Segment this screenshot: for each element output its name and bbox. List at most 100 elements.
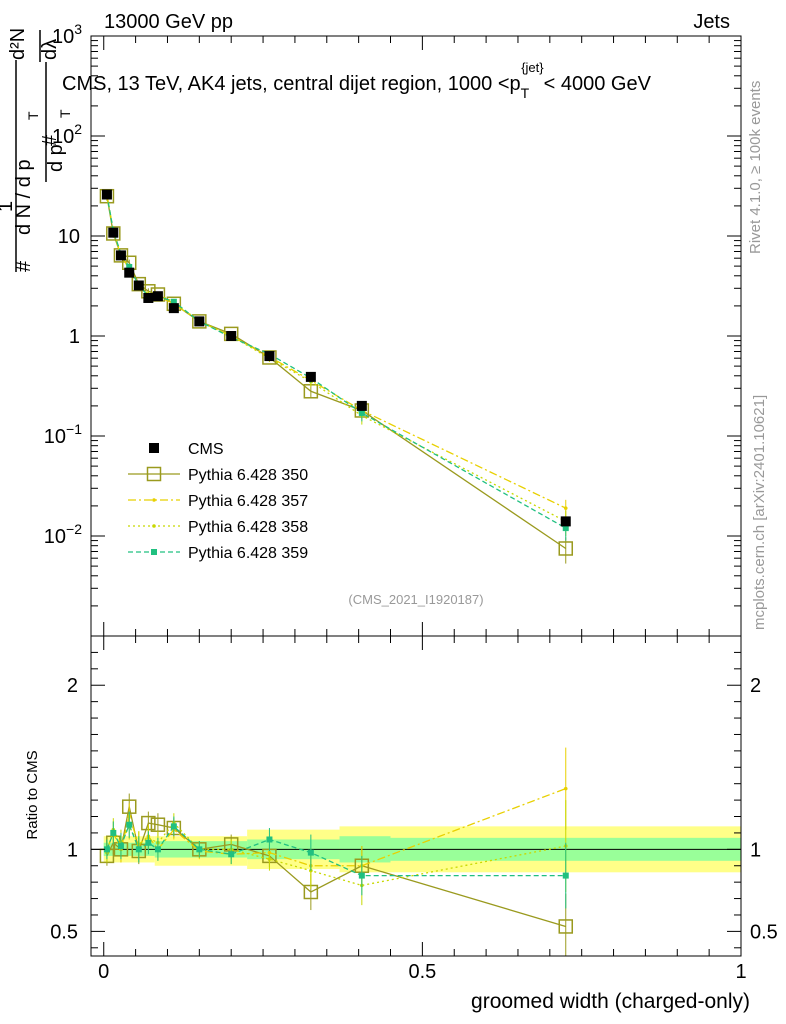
ratio-bands: [91, 826, 741, 873]
data-point: [563, 506, 568, 510]
legend-label: Pythia 6.428 350: [188, 467, 308, 484]
x-tick-label: 0.5: [408, 961, 436, 983]
ratio-point: [145, 839, 152, 846]
ratio-y-tick-label-left: 2: [67, 675, 78, 697]
data-point: [152, 291, 163, 302]
ratio-line: [106, 788, 566, 867]
series-line: [106, 194, 567, 509]
ylabel-dl: dλ: [39, 39, 61, 60]
series-cms: [101, 189, 571, 527]
data-point: [192, 314, 207, 329]
data-point: [126, 263, 133, 270]
main-series-layer: [99, 188, 574, 564]
legend-label: Pythia 6.428 358: [188, 519, 308, 536]
data-point: [170, 298, 177, 305]
legend-marker: [151, 549, 157, 555]
main-title: CMS, 13 TeV, AK4 jets, central dijet reg…: [62, 60, 652, 101]
main-tick-labels: 10−2 10−1 1 10 102 103: [44, 21, 82, 548]
data-point: [226, 331, 237, 341]
data-point: [108, 227, 119, 238]
legend-item: Pythia 6.428 358: [128, 519, 308, 536]
ratio-point: [170, 823, 177, 830]
ylabel-T1: T: [25, 111, 41, 120]
data-point: [305, 371, 316, 382]
data-point: [115, 250, 126, 261]
rivet-version-label: Rivet 4.1.0, ≥ 100k events: [747, 81, 764, 254]
legend: CMS Pythia 6.428 350 Pythia 6.428 357 Pythi…: [128, 441, 308, 562]
y-tick-label: 102: [52, 121, 82, 148]
header-left: 13000 GeV pp: [104, 11, 233, 33]
ratio-axes: [90, 635, 742, 957]
data-point: [558, 541, 574, 556]
ratio-frame-box: [90, 635, 742, 957]
y-tick-label: 10: [58, 226, 80, 248]
ratio-series-pythia-6-428-359: [103, 811, 569, 909]
y-tick-label: 10−1: [44, 421, 82, 448]
data-point: [113, 248, 129, 263]
data-point: [264, 351, 275, 362]
ratio-y-tick-label-left: 1: [67, 839, 78, 861]
series-line: [106, 194, 567, 529]
ratio-point: [266, 836, 273, 843]
ratio-point: [562, 872, 569, 879]
legend-item: Pythia 6.428 350: [128, 466, 308, 484]
data-point: [356, 400, 367, 411]
ratio-point: [196, 846, 203, 853]
ratio-point: [563, 786, 568, 791]
x-axis-label: groomed width (charged-only): [471, 990, 750, 1013]
y-tick-label: 1: [69, 326, 80, 348]
legend-label: Pythia 6.428 357: [188, 493, 308, 510]
ylabel-one: 1: [0, 201, 17, 212]
series-line: [106, 196, 567, 522]
legend-marker: [152, 524, 156, 528]
legend-item: Pythia 6.428 359: [128, 545, 308, 562]
legend-marker: [149, 443, 159, 453]
ylabel-hash: #: [13, 260, 35, 272]
ylabel-hash2: #: [39, 134, 61, 146]
ratio-point: [358, 872, 365, 879]
ratio-tick-labels: 0.5 0.51 12 20 0.5 1: [50, 675, 778, 983]
ratio-y-tick-label-right: 0.5: [750, 921, 778, 943]
ratio-point: [110, 829, 117, 836]
data-point: [562, 525, 569, 532]
series-line: [106, 196, 567, 550]
ratio-point: [135, 846, 142, 853]
main-ylabel: # d N / d p T 1 # d p T d²N dλ: [0, 28, 73, 272]
ylabel-dpT: d p: [45, 144, 67, 172]
legend-marker: [146, 466, 162, 482]
ratio-line: [106, 822, 566, 877]
x-tick-label: 1: [735, 961, 746, 983]
data-point: [560, 516, 571, 527]
legend-item: Pythia 6.428 357: [128, 493, 308, 510]
data-point: [168, 303, 179, 314]
ratio-ylabel: Ratio to CMS: [24, 750, 41, 839]
data-point: [101, 189, 112, 200]
ylabel-T2: T: [57, 109, 73, 118]
ratio-y-tick-label-right: 1: [750, 839, 761, 861]
data-point: [133, 280, 144, 291]
ylabel-d2N: d²N: [7, 28, 29, 60]
mcplots-label: mcplots.cern.ch [arXiv:2401.10621]: [751, 395, 768, 630]
analysis-watermark: (CMS_2021_I1920187): [348, 592, 483, 607]
ratio-series-layer: [99, 747, 574, 956]
series-pythia-6-428-357: [105, 190, 568, 519]
data-point: [194, 316, 205, 327]
legend-label: Pythia 6.428 359: [188, 545, 308, 562]
legend-marker: [152, 498, 156, 502]
ratio-point: [307, 849, 314, 856]
data-point: [143, 292, 154, 303]
series-pythia-6-428-350: [99, 188, 574, 564]
ratio-point: [558, 919, 574, 934]
ylabel-dN: d N / d p: [13, 159, 35, 235]
ratio-point: [117, 843, 124, 850]
ratio-y-tick-label-right: 2: [750, 675, 761, 697]
ratio-point: [267, 857, 272, 861]
ratio-point: [126, 821, 133, 828]
ratio-point: [103, 846, 110, 853]
series-pythia-6-428-359: [103, 190, 569, 541]
data-point: [358, 409, 365, 416]
header-right: Jets: [693, 11, 730, 33]
ratio-point: [228, 851, 235, 858]
legend-label: CMS: [188, 441, 224, 458]
x-tick-label: 0: [98, 961, 109, 983]
